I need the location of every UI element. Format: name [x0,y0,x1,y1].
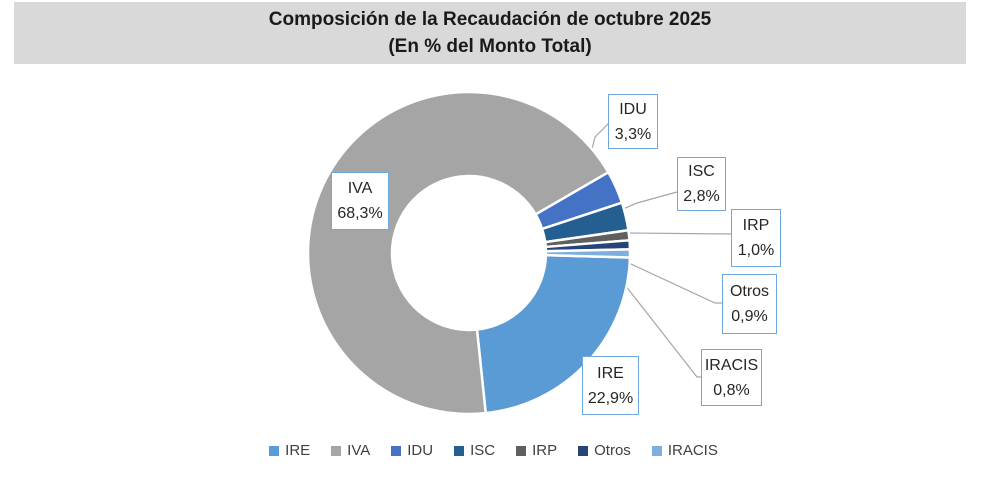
legend: IRE IVA IDU ISC IRP Otros IRACIS [0,440,987,462]
data-label-otros: Otros 0,9% [722,274,777,334]
legend-marker-ire [269,446,280,456]
leader-line-iracis [606,261,701,378]
legend-label: IDU [407,442,434,459]
legend-item-iracis: IRACIS [651,441,718,461]
chart-subtitle: (En % del Monto Total) [388,36,592,57]
legend-item-irp: IRP [516,441,557,461]
slice-ire [475,253,632,415]
legend-label: Otros [594,442,631,459]
data-label-iva: IVA 68,3% [331,172,389,230]
title-banner: Composición de la Recaudación de octubre… [14,2,966,64]
data-label-category: IDU [619,100,647,118]
data-label-isc: ISC 2,8% [677,157,726,211]
data-label-percent: 0,9% [731,308,768,325]
legend-item-iva: IVA [331,441,370,461]
data-label-iracis: IRACIS 0,8% [701,349,762,406]
data-label-category: IRP [742,217,770,234]
data-label-category: ISC [688,163,715,180]
legend-item-isc: ISC [454,441,495,461]
data-label-category: Otros [729,283,770,300]
legend-marker-iva [331,446,342,456]
data-label-percent: 2,8% [683,188,720,205]
legend-label: IRP [532,442,558,459]
legend-marker-isc [454,446,465,456]
data-label-percent: 0,8% [713,381,750,399]
legend-item-otros: Otros [578,441,631,461]
legend-marker-otros [578,446,589,456]
leader-line-otros [602,250,722,304]
legend-marker-iracis [651,446,662,456]
legend-marker-irp [516,446,527,456]
data-label-category: IRACIS [704,356,759,374]
data-label-percent: 68,3% [337,205,383,222]
data-label-percent: 1,0% [737,242,775,259]
legend-item-idu: IDU [391,441,433,461]
legend-item-ire: IRE [269,441,310,461]
legend-marker-idu [391,446,402,456]
data-label-category: IVA [347,180,373,197]
data-label-idu: IDU 3,3% [608,94,658,149]
legend-label: IRE [285,442,311,459]
legend-label: IVA [347,442,371,459]
legend-label: ISC [470,442,496,459]
data-label-percent: 22,9% [587,389,634,407]
data-label-irp: IRP 1,0% [731,209,781,267]
data-label-percent: 3,3% [614,125,652,143]
data-label-category: IRE [597,364,624,382]
chart-title: Composición de la Recaudación de octubre… [268,9,712,30]
leader-line-irp [629,232,732,235]
legend-label: IRACIS [667,442,718,459]
slice-iracis [544,248,632,259]
data-label-ire: IRE 22,9% [582,356,639,415]
